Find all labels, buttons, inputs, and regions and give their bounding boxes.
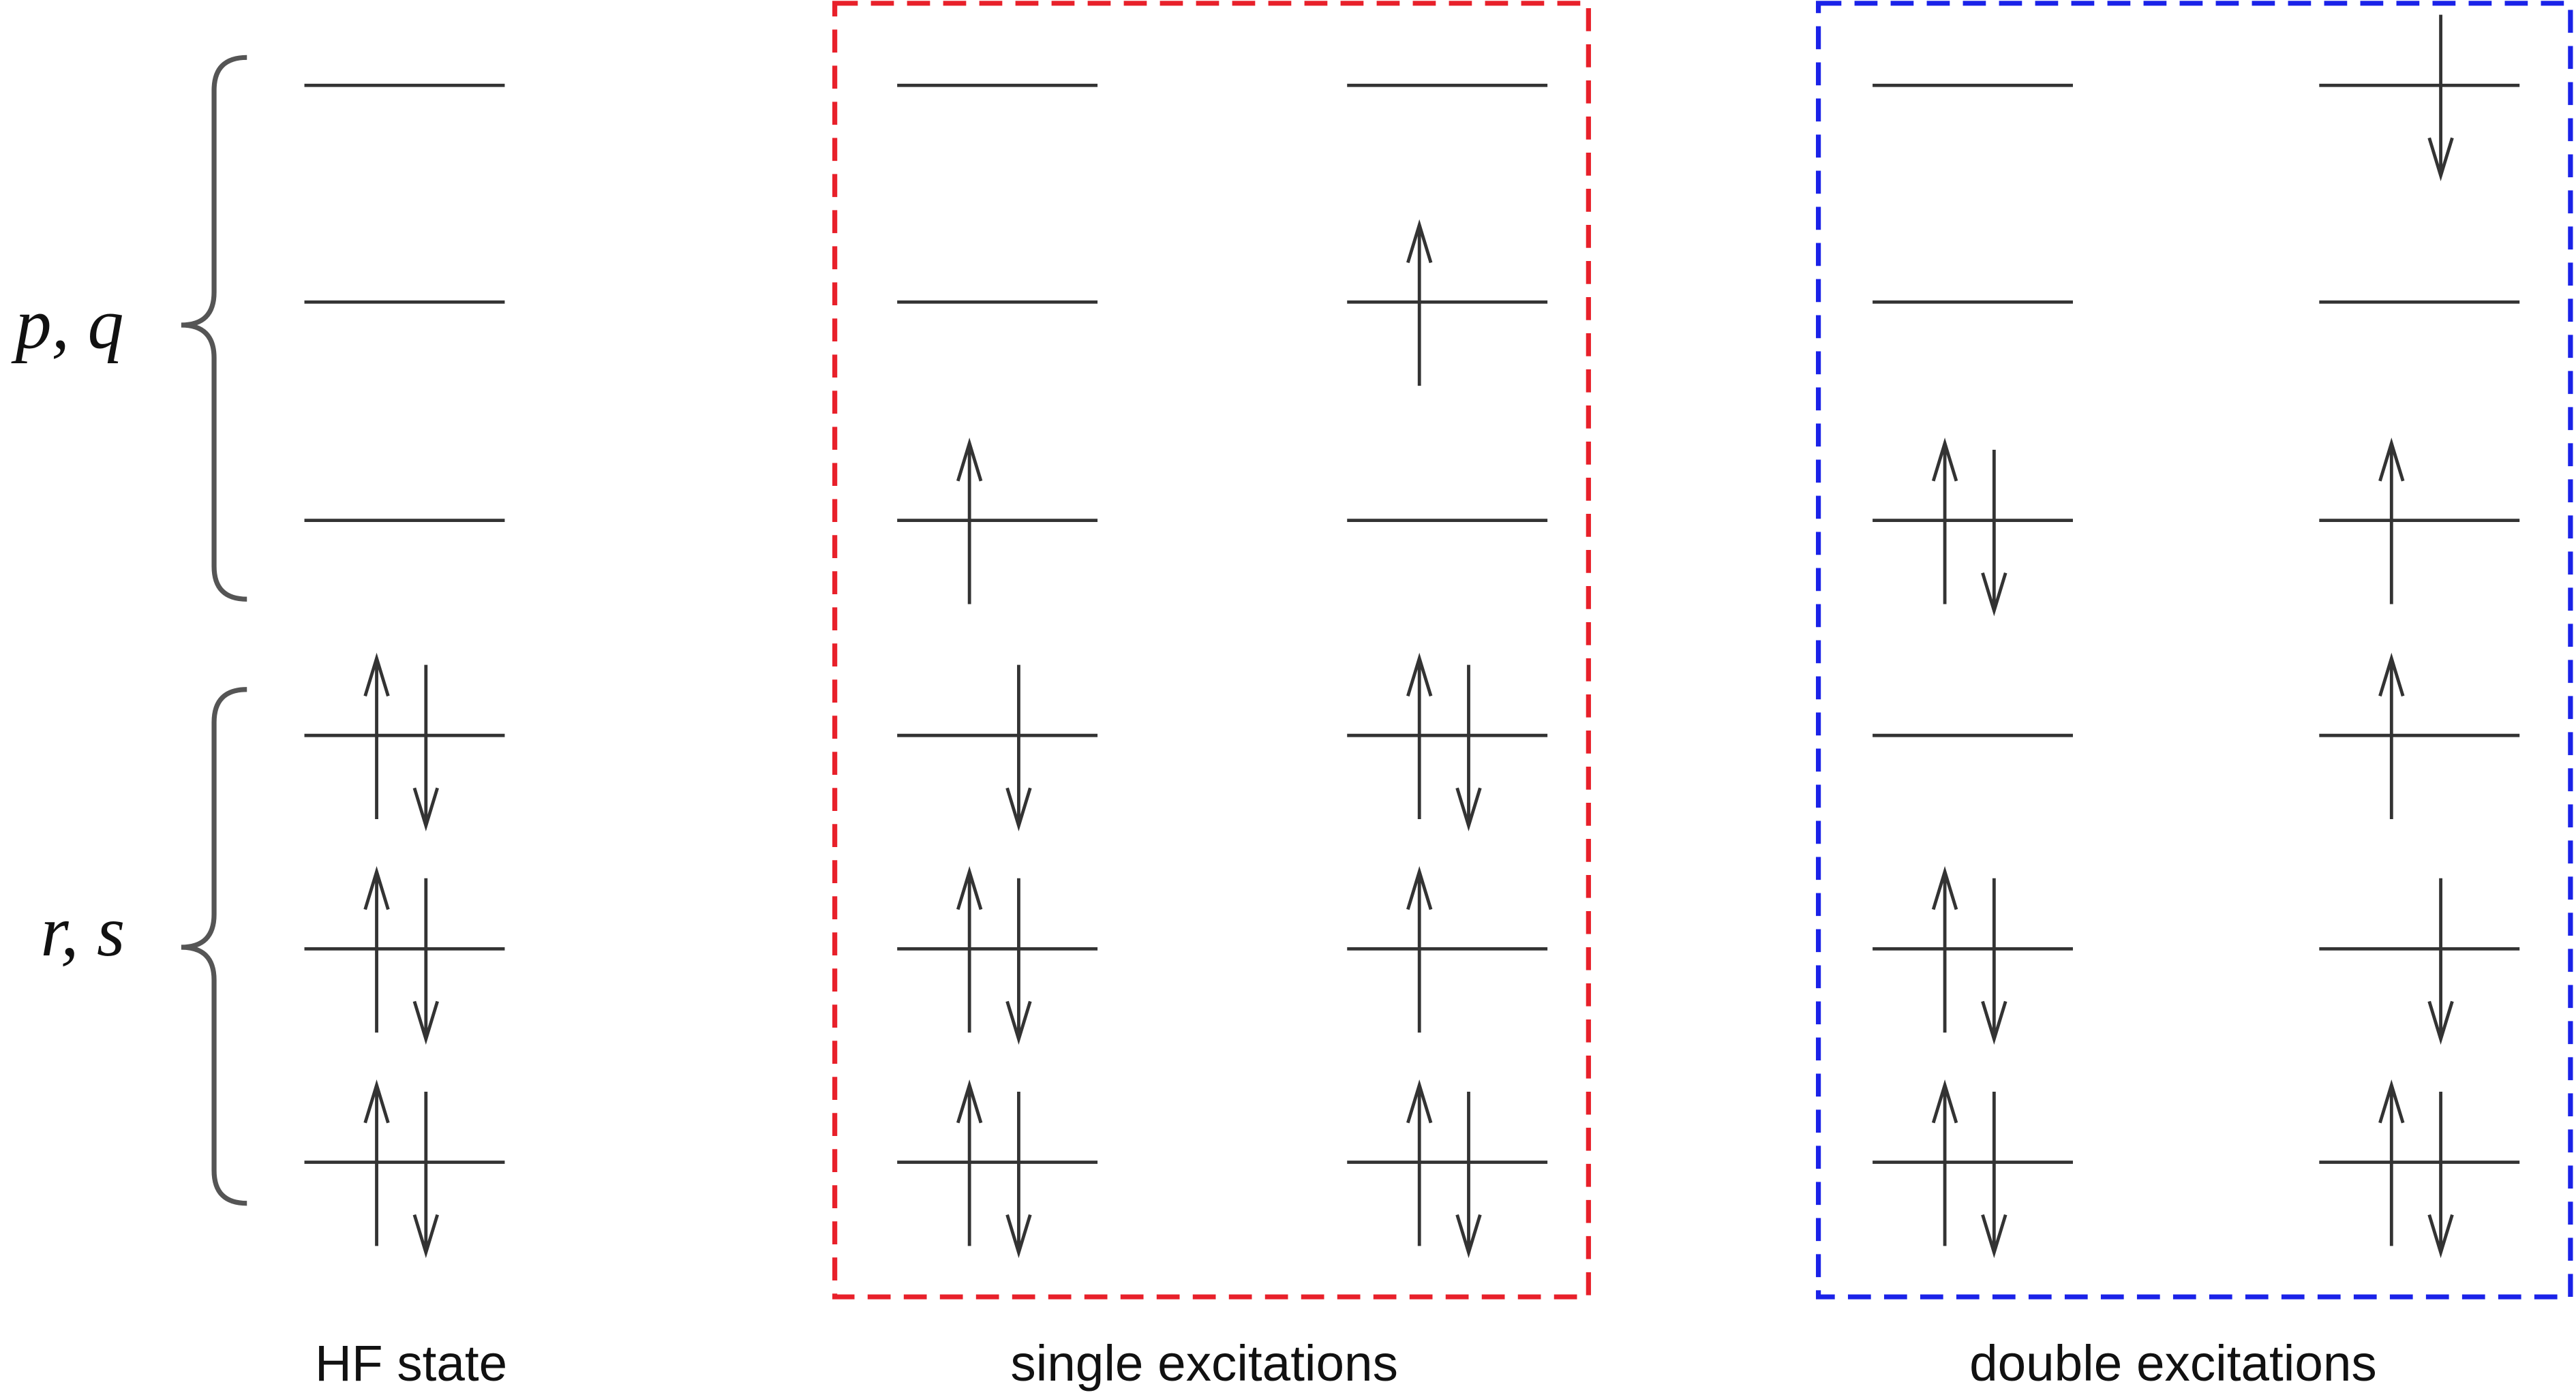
brace-label: r, s: [40, 891, 125, 971]
spin-up-arrow: [2378, 1079, 2405, 1246]
spin-up-arrow: [1406, 219, 1433, 386]
spin-down-arrow: [1981, 878, 2007, 1045]
spin-down-arrow: [2427, 878, 2454, 1045]
spin-up-arrow: [956, 437, 983, 604]
spin-up-arrow: [363, 1079, 390, 1246]
spin-up-arrow: [2378, 652, 2405, 820]
spin-down-arrow: [1455, 1091, 1482, 1259]
spin-up-arrow: [1931, 865, 1958, 1033]
spin-down-arrow: [1981, 450, 2007, 617]
group-label: HF state: [315, 1334, 507, 1392]
spin-up-arrow: [1931, 437, 1958, 604]
spin-down-arrow: [1981, 1091, 2007, 1259]
brace-label: p, q: [11, 284, 124, 364]
spin-up-arrow: [1931, 1079, 1958, 1246]
spin-down-arrow: [412, 1091, 439, 1259]
spin-up-arrow: [363, 865, 390, 1033]
spin-down-arrow: [1455, 664, 1482, 831]
double-excitation-box: [1815, 1, 2573, 1300]
spin-down-arrow: [412, 664, 439, 831]
group-label: single excitations: [1010, 1334, 1398, 1392]
spin-up-arrow: [1406, 865, 1433, 1033]
spin-up-arrow: [956, 865, 983, 1033]
spin-down-arrow: [412, 878, 439, 1045]
spin-down-arrow: [2427, 1091, 2454, 1259]
spin-up-arrow: [363, 652, 390, 820]
spin-down-arrow: [2427, 14, 2454, 182]
spin-up-arrow: [2378, 437, 2405, 604]
group-label: double excitations: [1969, 1334, 2377, 1392]
brace: [181, 55, 247, 602]
levels: [304, 14, 2520, 1259]
spin-down-arrow: [1005, 664, 1032, 831]
spin-up-arrow: [1406, 652, 1433, 820]
spin-up-arrow: [956, 1079, 983, 1246]
spin-down-arrow: [1005, 1091, 1032, 1259]
single-excitation-box: [832, 1, 1591, 1300]
spin-up-arrow: [1406, 1079, 1433, 1246]
spin-down-arrow: [1005, 878, 1032, 1045]
brace: [181, 687, 247, 1206]
